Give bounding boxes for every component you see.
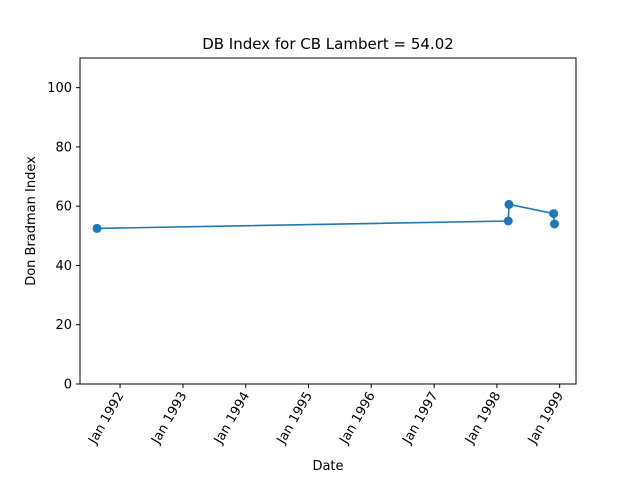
y-tick-label: 100 bbox=[47, 81, 72, 96]
series-line bbox=[97, 203, 556, 230]
y-tick-label: 40 bbox=[55, 259, 72, 274]
x-axis-ticks: Jan 1992 Jan 1993 Jan 1994 Jan 1995 Jan 1996… bbox=[85, 384, 567, 447]
x-tick-label: Jan 1997 bbox=[400, 390, 442, 448]
y-tick-label: 60 bbox=[55, 200, 72, 215]
x-tick-label: Jan 1993 bbox=[148, 390, 190, 448]
y-axis-label: Don Bradman Index bbox=[24, 156, 39, 286]
x-tick-label: Jan 1995 bbox=[274, 390, 316, 448]
data-point bbox=[550, 219, 560, 229]
y-axis-ticks: 0 20 40 60 80 100 bbox=[47, 81, 80, 393]
plot-frame bbox=[79, 57, 577, 385]
x-tick-label: Jan 1994 bbox=[211, 390, 253, 448]
y-tick-label: 0 bbox=[64, 378, 72, 393]
x-tick-label: Jan 1996 bbox=[337, 390, 379, 448]
x-axis-label: Date bbox=[312, 459, 343, 474]
x-tick-label: Jan 1998 bbox=[462, 390, 504, 448]
x-tick-label: Jan 1992 bbox=[85, 390, 127, 448]
plot-area bbox=[92, 199, 560, 233]
y-tick-label: 80 bbox=[55, 140, 72, 155]
x-tick-label: Jan 1999 bbox=[525, 390, 567, 448]
chart-title: DB Index for CB Lambert = 54.02 bbox=[202, 35, 454, 53]
data-point bbox=[92, 223, 102, 233]
y-tick-label: 20 bbox=[55, 318, 72, 333]
data-point bbox=[503, 216, 513, 226]
data-point bbox=[549, 209, 559, 219]
data-point bbox=[504, 199, 514, 209]
